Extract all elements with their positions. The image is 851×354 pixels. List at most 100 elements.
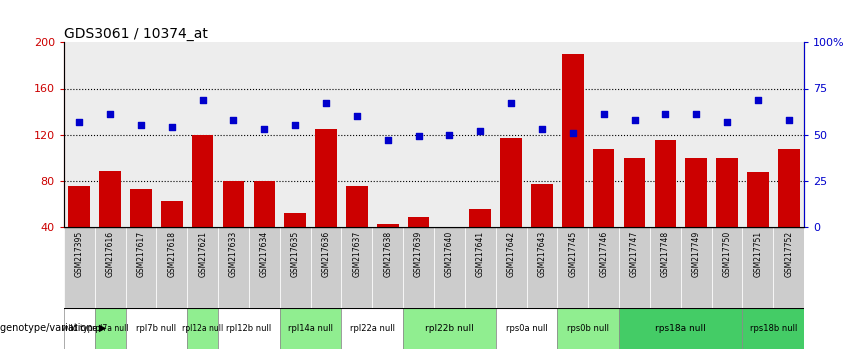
Text: rpl7a null: rpl7a null — [92, 324, 129, 333]
Text: GSM217638: GSM217638 — [383, 231, 392, 277]
Bar — [187, 308, 218, 349]
Point — [288, 122, 302, 128]
Bar — [311, 42, 341, 227]
Bar — [557, 42, 588, 227]
Point — [659, 112, 672, 117]
Text: rpl14a null: rpl14a null — [288, 324, 333, 333]
Text: GDS3061 / 10374_at: GDS3061 / 10374_at — [64, 28, 208, 41]
Text: GSM217746: GSM217746 — [599, 231, 608, 277]
Bar — [685, 158, 707, 273]
Bar — [315, 129, 337, 273]
Text: GSM217635: GSM217635 — [291, 231, 300, 277]
Bar — [434, 227, 465, 308]
Bar — [248, 227, 280, 308]
Text: rps18a null: rps18a null — [655, 324, 706, 333]
Point — [720, 119, 734, 125]
Bar — [717, 158, 738, 273]
Point — [689, 112, 703, 117]
Bar — [218, 227, 248, 308]
Point — [597, 112, 610, 117]
Bar — [377, 224, 398, 273]
Bar — [94, 308, 125, 349]
Text: rpl12a null: rpl12a null — [182, 324, 223, 333]
Point — [566, 130, 580, 136]
Point — [628, 117, 642, 122]
Bar — [157, 42, 187, 227]
Bar — [125, 227, 157, 308]
Text: GSM217616: GSM217616 — [106, 231, 115, 277]
Bar — [161, 201, 183, 273]
Bar — [64, 227, 94, 308]
Bar — [372, 227, 403, 308]
Bar — [191, 135, 214, 273]
Bar — [372, 42, 403, 227]
Bar — [341, 42, 372, 227]
Bar — [495, 42, 527, 227]
Bar — [619, 227, 650, 308]
Bar — [68, 186, 90, 273]
Bar — [280, 42, 311, 227]
Text: rpl7b null: rpl7b null — [136, 324, 176, 333]
Text: rpl12b null: rpl12b null — [226, 324, 271, 333]
Bar — [403, 308, 495, 349]
Text: genotype/variation  ▶: genotype/variation ▶ — [0, 323, 106, 333]
Bar — [593, 149, 614, 273]
Point — [134, 122, 148, 128]
Bar — [650, 42, 681, 227]
Bar — [778, 149, 800, 273]
Point — [72, 119, 86, 125]
Text: GSM217395: GSM217395 — [75, 231, 83, 277]
Text: GSM217636: GSM217636 — [322, 231, 330, 277]
Bar — [187, 42, 218, 227]
Bar — [500, 138, 522, 273]
Bar — [125, 42, 157, 227]
Bar — [624, 158, 645, 273]
Text: rps0b null: rps0b null — [568, 324, 609, 333]
Bar — [588, 42, 619, 227]
Bar — [742, 308, 804, 349]
Bar — [465, 42, 495, 227]
Bar — [681, 42, 711, 227]
Point — [165, 124, 179, 130]
Point — [473, 128, 487, 134]
Text: GSM217617: GSM217617 — [136, 231, 146, 277]
Text: GSM217634: GSM217634 — [260, 231, 269, 277]
Bar — [311, 227, 341, 308]
Bar — [588, 227, 619, 308]
Point — [535, 126, 549, 132]
Bar — [94, 42, 125, 227]
Text: GSM217747: GSM217747 — [630, 231, 639, 277]
Text: GSM217637: GSM217637 — [352, 231, 362, 277]
Bar — [94, 227, 125, 308]
Bar — [774, 42, 804, 227]
Bar — [465, 227, 495, 308]
Text: GSM217748: GSM217748 — [661, 231, 670, 277]
Bar — [125, 308, 187, 349]
Bar — [248, 42, 280, 227]
Text: GSM217749: GSM217749 — [692, 231, 700, 277]
Bar — [495, 308, 557, 349]
Text: GSM217642: GSM217642 — [506, 231, 516, 277]
Bar — [470, 209, 491, 273]
Point — [782, 117, 796, 122]
Text: GSM217639: GSM217639 — [414, 231, 423, 277]
Bar — [747, 172, 768, 273]
Point — [505, 101, 518, 106]
Bar — [346, 186, 368, 273]
Bar — [403, 227, 434, 308]
Text: GSM217640: GSM217640 — [445, 231, 454, 277]
Text: GSM217745: GSM217745 — [568, 231, 577, 277]
Text: GSM217752: GSM217752 — [785, 231, 793, 277]
Text: rps0a null: rps0a null — [505, 324, 547, 333]
Bar — [64, 42, 94, 227]
Text: GSM217641: GSM217641 — [476, 231, 485, 277]
Bar — [218, 308, 280, 349]
Bar — [527, 42, 557, 227]
Bar — [557, 227, 588, 308]
Bar — [557, 308, 619, 349]
Bar — [408, 217, 430, 273]
Point — [103, 112, 117, 117]
Text: GSM217633: GSM217633 — [229, 231, 238, 277]
Bar — [284, 213, 306, 273]
Bar — [64, 308, 94, 349]
